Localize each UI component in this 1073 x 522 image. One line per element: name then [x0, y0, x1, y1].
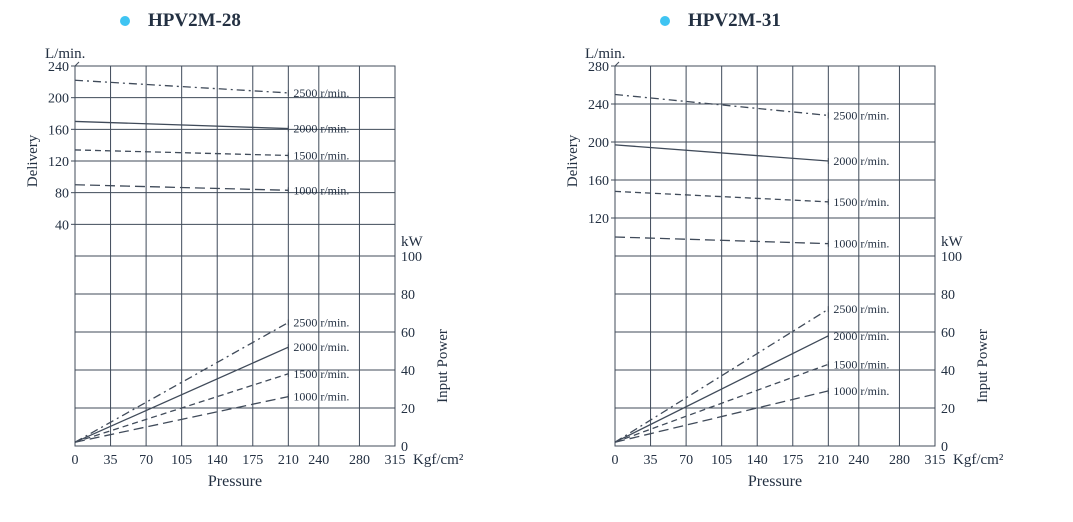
- x-tick: 105: [711, 453, 732, 468]
- delivery-label-1: 2000 r/min.: [293, 122, 349, 136]
- y-left-tick: 160: [48, 123, 69, 138]
- y-left-tick: 160: [588, 174, 609, 189]
- power-label-1: 2000 r/min.: [293, 340, 349, 354]
- y-right-tick: 60: [401, 326, 415, 341]
- x-tick: 280: [349, 453, 370, 468]
- y-left-tick: 280: [588, 60, 609, 75]
- x-tick: 0: [612, 453, 619, 468]
- y-right-tick: 100: [401, 250, 422, 265]
- chart-plot: 2500 r/min. 2000 r/min. 1500 r/min. 1000 r/…: [20, 38, 470, 503]
- delivery-label-3: 1000 r/min.: [293, 183, 349, 197]
- power-label-0: 2500 r/min.: [293, 316, 349, 330]
- y-left-label: Delivery: [565, 134, 581, 187]
- chart-title: HPV2M-28: [148, 10, 241, 32]
- bullet-icon: [660, 16, 670, 26]
- y-left-tick: 80: [55, 187, 69, 202]
- y-right-label: Input Power: [435, 329, 451, 403]
- x-tick: 240: [848, 453, 869, 468]
- x-label: Pressure: [748, 473, 802, 490]
- x-tick: 140: [747, 453, 768, 468]
- x-tick: 105: [171, 453, 192, 468]
- y-left-tick: 200: [588, 136, 609, 151]
- x-tick: 175: [782, 453, 803, 468]
- chart-svg-0: 2500 r/min. 2000 r/min. 1500 r/min. 1000 r/…: [20, 38, 470, 498]
- y-left-tick: 240: [588, 98, 609, 113]
- y-right-tick: 80: [401, 288, 415, 303]
- y-right-tick: 100: [941, 250, 962, 265]
- power-label-3: 1000 r/min.: [833, 384, 889, 398]
- x-tick: 35: [104, 453, 118, 468]
- power-label-2: 1500 r/min.: [833, 357, 889, 371]
- y-right-tick: 80: [941, 288, 955, 303]
- bullet-icon: [120, 16, 130, 26]
- x-tick: 175: [242, 453, 263, 468]
- x-tick: 0: [72, 453, 79, 468]
- x-tick: 35: [644, 453, 658, 468]
- delivery-label-0: 2500 r/min.: [293, 86, 349, 100]
- x-tick: 240: [308, 453, 329, 468]
- x-unit: Kgf/cm²: [413, 452, 464, 468]
- x-unit: Kgf/cm²: [953, 452, 1004, 468]
- x-tick: 210: [818, 453, 839, 468]
- delivery-label-1: 2000 r/min.: [833, 154, 889, 168]
- y-left-tick: 240: [48, 60, 69, 75]
- y-left-tick: 40: [55, 218, 69, 233]
- y-right-tick: 20: [401, 402, 415, 417]
- power-label-3: 1000 r/min.: [293, 390, 349, 404]
- chart-plot: 2500 r/min. 2000 r/min. 1500 r/min. 1000 r/…: [560, 38, 1010, 503]
- chart-title-row: HPV2M-28: [120, 10, 470, 32]
- delivery-label-0: 2500 r/min.: [833, 108, 889, 122]
- y-right-unit: kW: [401, 234, 424, 250]
- y-right-tick: 40: [941, 364, 955, 379]
- y-right-tick: 60: [941, 326, 955, 341]
- x-tick: 315: [925, 453, 946, 468]
- chart-pair: HPV2M-28 2500 r/min. 2000 r/min. 1500 r/mi…: [0, 0, 1073, 513]
- x-tick: 140: [207, 453, 228, 468]
- y-left-label: Delivery: [25, 134, 41, 187]
- y-left-tick: 200: [48, 92, 69, 107]
- power-label-2: 1500 r/min.: [293, 367, 349, 381]
- x-tick: 70: [139, 453, 153, 468]
- chart-title-row: HPV2M-31: [660, 10, 1010, 32]
- y-left-tick: 120: [588, 212, 609, 227]
- chart-title: HPV2M-31: [688, 10, 781, 32]
- y-right-unit: kW: [941, 234, 964, 250]
- x-tick: 70: [679, 453, 693, 468]
- power-label-1: 2000 r/min.: [833, 329, 889, 343]
- x-tick: 280: [889, 453, 910, 468]
- delivery-label-2: 1500 r/min.: [833, 195, 889, 209]
- power-label-0: 2500 r/min.: [833, 302, 889, 316]
- delivery-label-2: 1500 r/min.: [293, 148, 349, 162]
- y-left-tick: 120: [48, 155, 69, 170]
- y-right-label: Input Power: [975, 329, 991, 403]
- y-left-unit: L/min.: [585, 46, 625, 62]
- x-tick: 315: [385, 453, 406, 468]
- y-left-unit: L/min.: [45, 46, 85, 62]
- y-right-tick: 20: [941, 402, 955, 417]
- chart-block-1: HPV2M-31 2500 r/min. 2000 r/min. 1500 r/mi…: [560, 10, 1010, 503]
- chart-block-0: HPV2M-28 2500 r/min. 2000 r/min. 1500 r/mi…: [20, 10, 470, 503]
- x-label: Pressure: [208, 473, 262, 490]
- chart-svg-1: 2500 r/min. 2000 r/min. 1500 r/min. 1000 r/…: [560, 38, 1010, 498]
- x-tick: 210: [278, 453, 299, 468]
- delivery-label-3: 1000 r/min.: [833, 237, 889, 251]
- y-right-tick: 40: [401, 364, 415, 379]
